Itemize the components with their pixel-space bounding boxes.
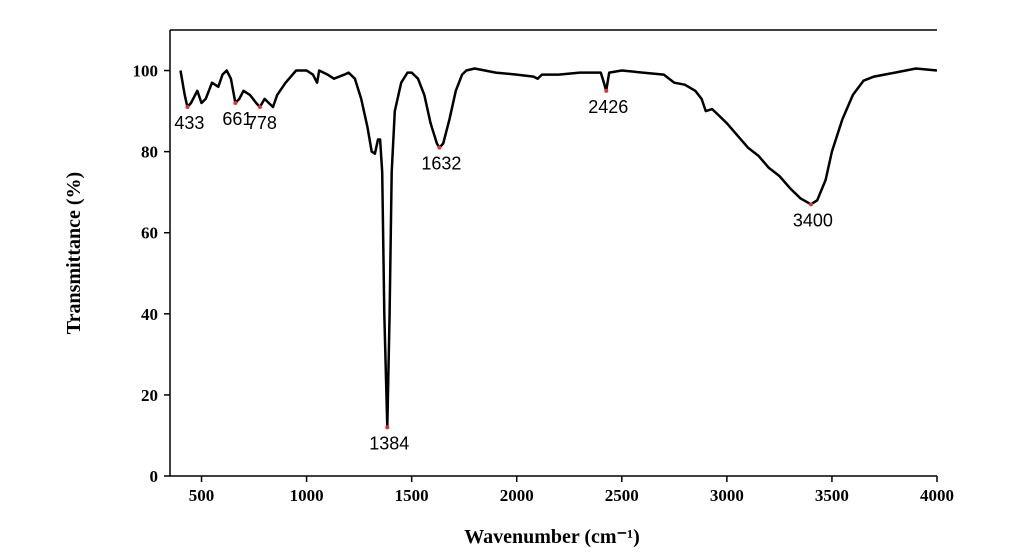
x-axis-label: Wavenumber (cm⁻¹) [464, 526, 640, 548]
y-axis-label: Transmittance (%) [63, 172, 85, 334]
peak-label: 1384 [369, 433, 409, 453]
peak-marker [257, 105, 262, 110]
y-tick-label: 40 [141, 305, 158, 324]
x-tick-label: 500 [189, 486, 215, 505]
y-tick-label: 80 [141, 143, 158, 162]
peak-label: 2426 [588, 97, 628, 117]
y-tick-label: 100 [133, 62, 159, 81]
x-tick-label: 2000 [500, 486, 534, 505]
x-tick-label: 1500 [395, 486, 429, 505]
axis-frame [169, 29, 937, 477]
peak-label: 778 [247, 113, 277, 133]
y-tick-label: 20 [141, 386, 158, 405]
peak-label: 433 [174, 113, 204, 133]
peak-label: 1632 [421, 154, 461, 174]
peak-marker [185, 105, 190, 110]
peak-label: 661 [222, 109, 252, 129]
x-tick-label: 2500 [605, 486, 639, 505]
peak-label: 3400 [793, 210, 833, 230]
peak-marker [604, 88, 609, 93]
x-tick-label: 3500 [815, 486, 849, 505]
x-tick-label: 3000 [710, 486, 744, 505]
peak-marker [437, 145, 442, 150]
peak-marker [233, 100, 238, 105]
y-tick-label: 0 [150, 467, 159, 486]
x-tick-label: 1000 [290, 486, 324, 505]
spectrum-line [179, 67, 938, 429]
peak-marker [385, 425, 390, 430]
y-tick-label: 60 [141, 224, 158, 243]
peak-marker [808, 202, 813, 207]
x-tick-label: 4000 [920, 486, 954, 505]
